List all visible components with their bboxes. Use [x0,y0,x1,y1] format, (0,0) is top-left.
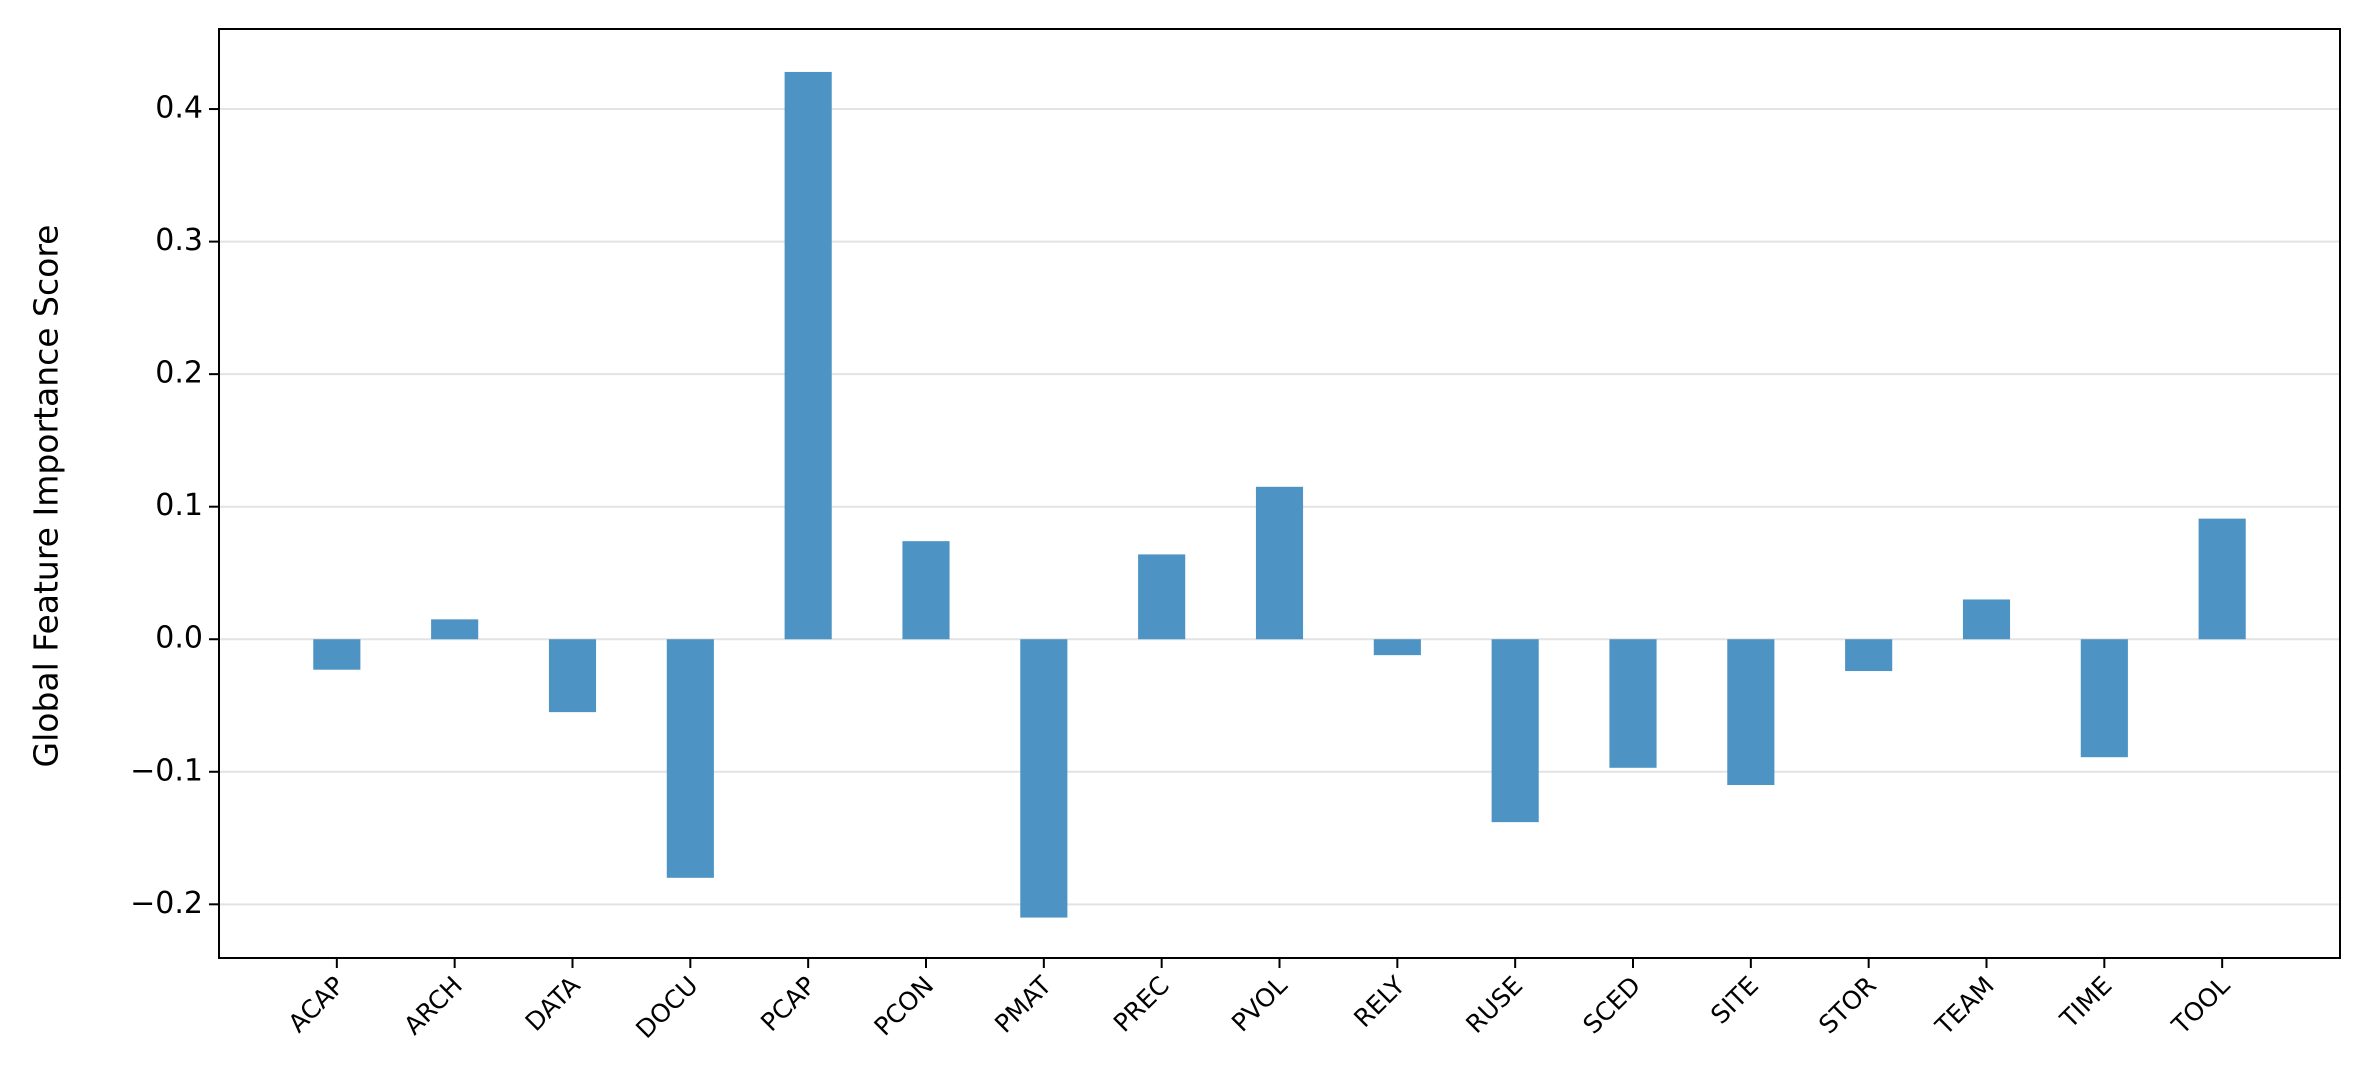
x-tick-label: RUSE [1460,971,1528,1039]
bar [1373,639,1421,656]
y-tick-label: 0.1 [155,488,203,523]
x-tick-label: PMAT [989,970,1057,1038]
x-tick-label: PCAP [755,971,821,1037]
bar [313,639,361,670]
x-tick-label: PVOL [1226,971,1293,1038]
bar [1845,639,1893,672]
y-tick-label: 0.2 [155,356,203,391]
x-tick-label: DOCU [630,971,703,1044]
bar [1138,554,1186,640]
bar [548,639,597,713]
bar [2080,639,2128,758]
x-tick-label: TIME [2054,971,2118,1035]
x-tick-label: DATA [520,971,586,1037]
x-tick-label: PCON [869,971,940,1042]
y-tick-label: 0.0 [155,621,203,656]
y-tick-label: −0.1 [130,753,203,788]
x-tick-label: RELY [1348,970,1411,1033]
x-tick-label: TOOL [2166,971,2236,1041]
bar [784,71,832,640]
bar [1020,639,1068,918]
x-tick-label: PREC [1108,971,1175,1038]
plot-frame [218,28,2341,959]
bar [2198,518,2246,640]
x-tick-label: SITE [1705,971,1764,1030]
x-tick-label: SCED [1577,971,1646,1040]
bar [1491,639,1539,823]
y-tick-label: 0.3 [155,223,203,258]
x-tick-label: ACAP [283,971,350,1038]
x-tick-label: ARCH [398,971,468,1041]
bar [902,541,950,640]
x-tick-label: TEAM [1929,971,2000,1042]
x-tick-label: STOR [1813,971,1882,1040]
bar [1609,639,1657,768]
bar [1255,486,1304,640]
bar [666,639,714,878]
bar [1962,599,2011,640]
y-tick-label: 0.4 [155,91,203,126]
bar [1727,639,1775,786]
y-axis-label: Global Feature Importance Score [27,225,66,768]
bar [431,619,479,640]
y-tick-label: −0.2 [130,886,203,921]
